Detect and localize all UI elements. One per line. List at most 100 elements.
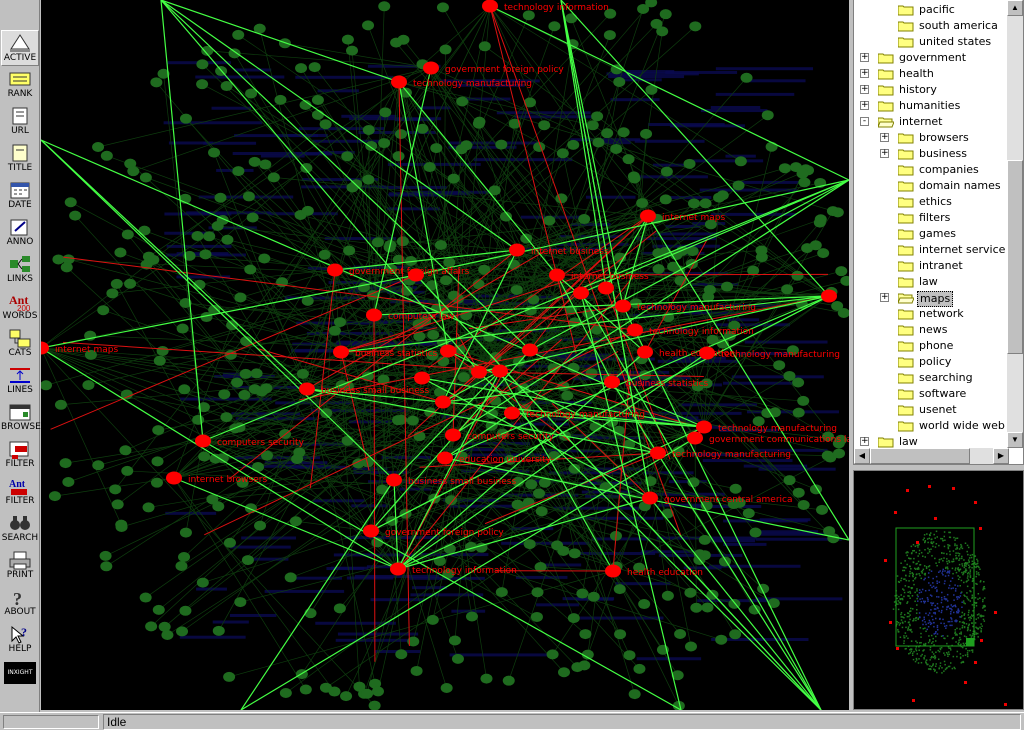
category-tree[interactable]: pacific south america united states + govern… xyxy=(853,0,1024,465)
overview-resize-handle[interactable] xyxy=(966,638,974,646)
hub-label[interactable]: computers security xyxy=(467,432,555,442)
tree-item-domain-names[interactable]: domain names xyxy=(854,178,1009,194)
tree-item-internet-service[interactable]: internet service xyxy=(854,242,1009,258)
scroll-up-arrow-icon[interactable]: ▲ xyxy=(1007,0,1023,16)
tree-horizontal-scrollbar[interactable]: ◀ ▶ xyxy=(854,448,1009,464)
hub-label[interactable]: internet browsers xyxy=(188,475,267,485)
tree-item-games[interactable]: games xyxy=(854,226,1009,242)
tree-item-ethics[interactable]: ethics xyxy=(854,194,1009,210)
expand-icon[interactable]: + xyxy=(860,84,869,94)
hub-label[interactable]: government communications law xyxy=(709,435,849,445)
tree-item-health[interactable]: + health xyxy=(854,66,1009,82)
tree-item-filters[interactable]: filters xyxy=(854,210,1009,226)
overview-viewport[interactable] xyxy=(895,527,975,647)
toolbar-button-help[interactable]: ? HELP xyxy=(1,622,39,658)
tree-item-government[interactable]: + government xyxy=(854,50,1009,66)
hub-label[interactable]: technology manufacturing xyxy=(721,350,840,360)
tree-item-law[interactable]: + law xyxy=(854,434,1009,450)
hub-label[interactable]: government foreign affairs xyxy=(349,267,470,277)
scroll-left-arrow-icon[interactable]: ◀ xyxy=(854,448,870,464)
hub-label[interactable]: internet maps xyxy=(55,345,118,355)
toolbar-button-url[interactable]: URL xyxy=(1,104,39,140)
hub-label[interactable]: computers law xyxy=(388,312,454,322)
expand-icon[interactable]: + xyxy=(860,52,869,62)
tree-item-humanities[interactable]: + humanities xyxy=(854,98,1009,114)
hub-label[interactable]: internet business xyxy=(531,247,609,257)
toolbar-button-about[interactable]: ? ABOUT xyxy=(1,585,39,621)
toolbar-button-active[interactable]: ACTIVE xyxy=(1,30,39,66)
tree-item-phone[interactable]: phone xyxy=(854,338,1009,354)
hub-label[interactable]: technology manufacturing xyxy=(637,303,756,313)
hub-label[interactable]: computers security xyxy=(217,438,305,448)
tree-vertical-scrollbar[interactable]: ▲ ▼ xyxy=(1007,0,1023,448)
tree-item-maps[interactable]: + maps xyxy=(854,290,1009,307)
tree-item-pacific[interactable]: pacific xyxy=(854,2,1009,18)
overview-dot xyxy=(911,572,913,574)
tree-item-united-states[interactable]: united states xyxy=(854,34,1009,50)
hub-label[interactable]: business statistics xyxy=(626,379,709,389)
tree-item-world-wide-web[interactable]: world wide web xyxy=(854,418,1009,434)
tree-item-intranet[interactable]: intranet xyxy=(854,258,1009,274)
toolbar-button-rank[interactable]: RANK xyxy=(1,67,39,103)
tree-item-software[interactable]: software xyxy=(854,386,1009,402)
tree-item-south-america[interactable]: south america xyxy=(854,18,1009,34)
hub-label[interactable]: technology manufacturing xyxy=(526,410,645,420)
tree-item-news[interactable]: news xyxy=(854,322,1009,338)
hub-label[interactable]: government foreign policy xyxy=(385,528,504,538)
scroll-right-arrow-icon[interactable]: ▶ xyxy=(993,448,1009,464)
overview-svg[interactable] xyxy=(854,471,1024,710)
tree-item-policy[interactable]: policy xyxy=(854,354,1009,370)
toolbar-button-date[interactable]: DATE xyxy=(1,178,39,214)
scroll-thumb[interactable] xyxy=(1007,160,1023,354)
toolbar-button-browser[interactable]: BROWSER xyxy=(1,400,47,436)
hub-label[interactable]: education university xyxy=(459,455,552,465)
tree-item-companies[interactable]: companies xyxy=(854,162,1009,178)
tree-item-browsers[interactable]: + browsers xyxy=(854,130,1009,146)
expand-icon[interactable]: + xyxy=(860,68,869,78)
toolbar-button-cats[interactable]: CATS xyxy=(1,326,39,362)
hub-label[interactable]: technology manufacturing xyxy=(672,450,791,460)
hub-label[interactable]: technology manufacturing xyxy=(413,79,532,89)
tree-item-network[interactable]: network xyxy=(854,306,1009,322)
toolbar-button-lines[interactable]: LINES xyxy=(1,363,39,399)
expand-icon[interactable]: + xyxy=(860,436,869,446)
toolbar-button-print[interactable]: PRINT xyxy=(1,548,39,584)
tree-item-searching[interactable]: searching xyxy=(854,370,1009,386)
expand-icon[interactable]: + xyxy=(880,292,889,302)
scroll-down-arrow-icon[interactable]: ▼ xyxy=(1007,432,1023,448)
collapse-icon[interactable]: - xyxy=(860,117,869,126)
hub-label[interactable]: business small business xyxy=(408,477,516,487)
graph-canvas[interactable]: technology information government foreign… xyxy=(41,0,849,710)
tree-item-business[interactable]: + business xyxy=(854,146,1009,162)
hub-label[interactable]: internet business xyxy=(571,272,649,282)
hub-label[interactable]: government central america xyxy=(664,495,793,505)
scroll-thumb-horizontal[interactable] xyxy=(870,448,970,464)
toolbar-button-anno[interactable]: ANNO xyxy=(1,215,39,251)
tree-item-usenet[interactable]: usenet xyxy=(854,402,1009,418)
toolbar-button-links[interactable]: LINKS xyxy=(1,252,39,288)
tree-item-internet[interactable]: - internet xyxy=(854,114,1009,130)
toolbar-button-filter[interactable]: FILTER xyxy=(1,437,39,473)
tree-item-law[interactable]: law xyxy=(854,274,1009,290)
hub-label[interactable]: technology information xyxy=(649,327,754,337)
hub-label[interactable]: business small business xyxy=(321,386,429,396)
expand-icon[interactable]: + xyxy=(860,100,869,110)
hub-label[interactable]: health education xyxy=(627,568,703,578)
toolbar-button-filter-2[interactable]: Ant FILTER xyxy=(1,474,39,510)
hub-label[interactable]: technology information xyxy=(504,3,609,13)
overview-map[interactable] xyxy=(853,470,1024,710)
hub-label[interactable]: technology manufacturing xyxy=(718,424,837,434)
expand-icon[interactable]: + xyxy=(880,148,889,158)
graph-svg[interactable]: technology information government foreign… xyxy=(41,0,849,710)
hub-label[interactable]: government foreign policy xyxy=(445,65,564,75)
hub-label[interactable]: internet maps xyxy=(662,213,725,223)
hub-label[interactable]: business statistics xyxy=(355,349,438,359)
toolbar-button-search[interactable]: SEARCH xyxy=(1,511,39,547)
expand-icon[interactable]: + xyxy=(880,132,889,142)
toolbar-button-words[interactable]: Ant 200 WORDS xyxy=(1,289,39,325)
hub-label[interactable]: technology information xyxy=(412,566,517,576)
tree-item-history[interactable]: + history xyxy=(854,82,1009,98)
toolbar-button-title[interactable]: TITLE xyxy=(1,141,39,177)
hub-label[interactable]: health education xyxy=(659,349,735,359)
leaf-node xyxy=(636,198,649,209)
